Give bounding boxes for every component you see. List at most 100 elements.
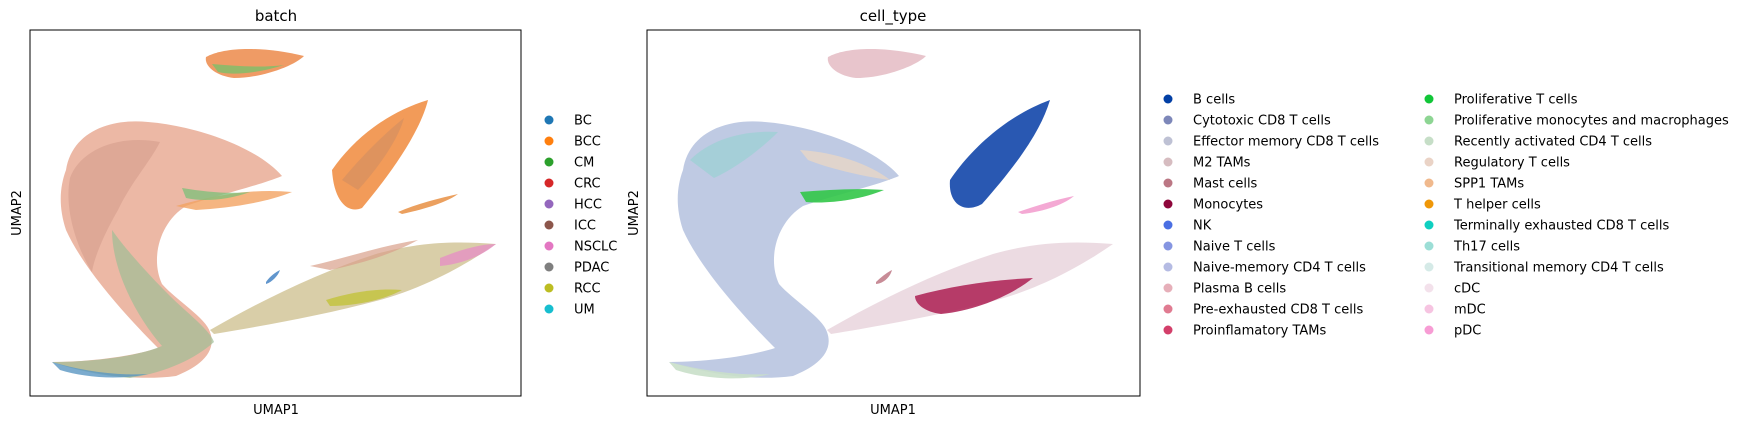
legend-item: Proinflamatory TAMs: [1163, 324, 1327, 339]
legend-item: NSCLC: [544, 240, 617, 255]
legend-label: B cells: [1193, 93, 1235, 108]
legend-marker: [1163, 325, 1173, 335]
legend-label: Proliferative monocytes and macrophages: [1454, 114, 1729, 129]
legend-marker: [1163, 304, 1173, 314]
legend-marker: [544, 115, 554, 125]
legend-label: Terminally exhausted CD8 T cells: [1453, 219, 1669, 234]
legend-marker: [1163, 136, 1173, 146]
legend-label: RCC: [574, 282, 601, 297]
legend-item: Pre-exhausted CD8 T cells: [1163, 303, 1363, 318]
legend-item: BCC: [544, 135, 601, 150]
legend-label: SPP1 TAMs: [1454, 177, 1524, 192]
legend-label: PDAC: [574, 261, 609, 276]
legend-label: Transitional memory CD4 T cells: [1453, 261, 1664, 276]
batch-title: batch: [255, 7, 297, 25]
legend-item: CM: [544, 156, 594, 171]
legend-marker: [1424, 325, 1434, 335]
batch-axes-frame: [29, 29, 522, 397]
legend-item: CRC: [544, 177, 601, 192]
legend-item: Plasma B cells: [1163, 282, 1286, 297]
legend-item: pDC: [1424, 324, 1481, 339]
legend-label: T helper cells: [1453, 198, 1541, 213]
legend-label: NK: [1193, 219, 1212, 234]
legend-label: Cytotoxic CD8 T cells: [1193, 114, 1331, 129]
legend-label: Regulatory T cells: [1454, 156, 1570, 171]
legend-item: Cytotoxic CD8 T cells: [1163, 114, 1331, 129]
legend-label: BC: [574, 114, 592, 129]
legend-item: Transitional memory CD4 T cells: [1424, 261, 1664, 276]
batch-umap-embedding: [52, 48, 496, 378]
legend-label: Mast cells: [1193, 177, 1258, 192]
legend-marker: [1424, 136, 1434, 146]
legend-item: UM: [544, 303, 595, 318]
legend-item: Naive T cells: [1163, 240, 1276, 255]
legend-item: Proliferative monocytes and macrophages: [1424, 114, 1729, 129]
legend-item: Mast cells: [1163, 177, 1258, 192]
legend-marker: [1424, 220, 1434, 230]
batch-xlabel: UMAP1: [253, 403, 299, 418]
legend-label: Proinflamatory TAMs: [1193, 324, 1327, 339]
legend-label: BCC: [574, 135, 601, 150]
legend-label: M2 TAMs: [1193, 156, 1251, 171]
legend-marker: [1424, 262, 1434, 272]
legend-label: cDC: [1454, 282, 1480, 297]
legend-item: SPP1 TAMs: [1424, 177, 1524, 192]
legend-marker: [1424, 157, 1434, 167]
legend-marker: [544, 199, 554, 209]
legend-label: Monocytes: [1193, 198, 1263, 213]
legend-item: Effector memory CD8 T cells: [1163, 135, 1379, 150]
cell-type-title: cell_type: [860, 7, 927, 26]
legend-label: Th17 cells: [1453, 240, 1520, 255]
legend-marker: [1163, 241, 1173, 251]
legend-label: Effector memory CD8 T cells: [1193, 135, 1379, 150]
legend-marker: [544, 136, 554, 146]
legend-item: Proliferative T cells: [1424, 93, 1578, 108]
legend-label: Recently activated CD4 T cells: [1454, 135, 1652, 150]
legend-marker: [1163, 283, 1173, 293]
legend-item: Terminally exhausted CD8 T cells: [1424, 219, 1669, 234]
legend-item: Naive-memory CD4 T cells: [1163, 261, 1366, 276]
legend-marker: [1424, 241, 1434, 251]
legend-item: Recently activated CD4 T cells: [1424, 135, 1652, 150]
legend-item: RCC: [544, 282, 601, 297]
batch-ylabel: UMAP2: [10, 190, 25, 236]
cell-type-panel: cell_type UMAP1 UMAP2 B cells Cytotoxic C…: [627, 7, 1729, 418]
legend-label: CRC: [574, 177, 601, 192]
legend-label: Plasma B cells: [1193, 282, 1286, 297]
batch-legend: BC BCC CM CRC HCC ICC NSCLC PDAC RCC UM: [544, 114, 617, 318]
legend-marker: [544, 304, 554, 314]
legend-marker: [544, 262, 554, 272]
cell-type-legend: B cells Cytotoxic CD8 T cells Effector mem…: [1163, 93, 1729, 339]
legend-label: Pre-exhausted CD8 T cells: [1193, 303, 1363, 318]
legend-item: Monocytes: [1163, 198, 1263, 213]
legend-item: cDC: [1424, 282, 1480, 297]
legend-item: PDAC: [544, 261, 609, 276]
legend-label: Naive-memory CD4 T cells: [1193, 261, 1366, 276]
legend-marker: [1163, 199, 1173, 209]
legend-marker: [1163, 94, 1173, 104]
legend-label: HCC: [574, 198, 602, 213]
legend-item: HCC: [544, 198, 602, 213]
legend-label: CM: [574, 156, 594, 171]
legend-marker: [1163, 178, 1173, 188]
legend-item: NK: [1163, 219, 1212, 234]
legend-marker: [544, 241, 554, 251]
legend-item: ICC: [544, 219, 596, 234]
legend-marker: [1163, 115, 1173, 125]
cell-type-xlabel: UMAP1: [870, 403, 916, 418]
legend-marker: [1163, 220, 1173, 230]
cell-type-axes-frame: [646, 29, 1141, 397]
legend-marker: [1424, 283, 1434, 293]
legend-label: ICC: [574, 219, 596, 234]
legend-marker: [1424, 304, 1434, 314]
legend-marker: [1163, 157, 1173, 167]
legend-item: Th17 cells: [1424, 240, 1520, 255]
legend-item: mDC: [1424, 303, 1486, 318]
legend-label: NSCLC: [574, 240, 617, 255]
legend-marker: [544, 283, 554, 293]
legend-marker: [544, 178, 554, 188]
legend-label: Naive T cells: [1193, 240, 1276, 255]
legend-label: pDC: [1454, 324, 1481, 339]
